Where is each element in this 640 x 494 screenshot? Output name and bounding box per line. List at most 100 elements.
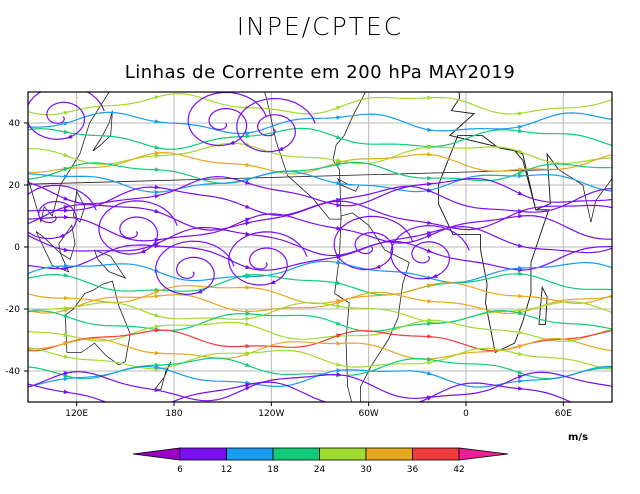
flow-arrow [426,360,433,366]
flow-arrow [427,95,433,100]
x-tick-label: 120E [65,409,88,419]
colorbar-tick-label: 6 [177,465,183,475]
streamline [28,301,612,324]
flow-arrow [336,368,342,373]
flow-arrow [518,265,524,271]
flow-arrow [244,204,251,209]
flow-arrow [517,128,524,134]
flow-arrow [245,382,252,388]
colorbar-max-arrow [458,447,509,461]
colorbar-tick-label: 36 [407,465,419,475]
flow-arrow [517,210,524,215]
flow-arrow [245,142,252,147]
flow-arrow [336,180,342,186]
flow-arrow [426,283,433,288]
flow-arrow [336,402,342,407]
flow-arrow [245,285,252,290]
flow-arrow [245,162,252,167]
flow-arrow [245,272,252,278]
flow-arrow [336,372,342,377]
streamline [28,170,612,193]
flow-arrow [63,332,70,337]
flow-arrow [427,334,433,339]
flow-arrow [63,110,70,116]
flow-arrow [517,374,524,380]
streamlines [28,92,612,407]
flow-arrow [154,290,161,295]
flow-arrow [517,370,524,375]
colorbar-segment [319,447,367,461]
flow-arrow [517,344,524,349]
flow-arrow [63,295,70,301]
flow-arrow [154,243,161,249]
colorbar: 6 12 18 24 30 36 42 [132,447,509,475]
colorbar-segment [272,447,320,461]
flow-arrow [517,351,524,357]
flow-arrow [63,313,70,318]
flow-arrow [518,378,524,384]
y-tick-label: 20 [9,181,21,191]
flow-arrow [154,364,161,369]
flow-arrow [154,119,161,124]
flow-arrow [426,248,433,253]
coastline [334,212,410,402]
coastline [538,285,548,325]
streamline [28,381,573,402]
coastline [620,232,640,272]
flow-arrow [335,106,342,111]
flow-arrow [63,121,70,126]
coastline [458,92,460,93]
flow-arrow [427,318,433,323]
flow-arrow [518,293,524,299]
flow-arrow [426,220,433,225]
flow-arrow [245,321,251,326]
flow-arrow [245,311,252,316]
flow-arrow [245,221,252,226]
flow-arrow [426,396,433,401]
flow-arrow [245,351,252,356]
flow-arrow [335,301,342,306]
flow-arrow [374,264,381,269]
flow-arrow [154,167,161,172]
coastline [264,92,366,220]
flow-arrow [277,146,284,151]
y-tick-label: -20 [5,305,20,315]
flow-arrow [245,217,251,222]
streamline [28,92,612,116]
flow-arrow [245,134,252,139]
flow-arrow [518,173,524,179]
streamline [28,127,612,150]
vortex-streamline [390,225,470,280]
organization-title: INPE/CPTEC [236,12,404,41]
flow-arrow [336,198,342,204]
colorbar-segment [179,447,227,461]
y-tick-label: -40 [5,367,20,377]
flow-arrow [426,231,433,236]
flow-arrow [427,145,433,150]
flow-arrow [154,184,161,190]
flow-arrow [154,153,161,159]
flow-arrow [517,148,524,154]
flow-arrow [427,357,433,362]
chart-title: Linhas de Corrente em 200 hPa MAY2019 [124,62,516,83]
streamline [28,142,612,165]
flow-arrow [245,362,251,367]
flow-arrow [427,127,433,132]
streamline [28,175,612,207]
flow-arrow [66,134,73,139]
coastline [369,11,434,61]
streamline [28,347,612,370]
streamline [28,260,612,284]
flow-arrow [63,247,70,253]
colorbar-segment [226,447,274,461]
flow-arrow [426,187,433,193]
flow-arrow [154,145,161,150]
flow-arrow [517,190,524,196]
flow-arrow [154,190,161,195]
x-tick-label: 60W [358,409,378,419]
flow-arrow [245,131,252,136]
flow-arrow [336,362,342,367]
colorbar-segment [412,447,460,461]
y-tick-label: 0 [14,243,20,253]
flow-arrow [427,176,433,181]
